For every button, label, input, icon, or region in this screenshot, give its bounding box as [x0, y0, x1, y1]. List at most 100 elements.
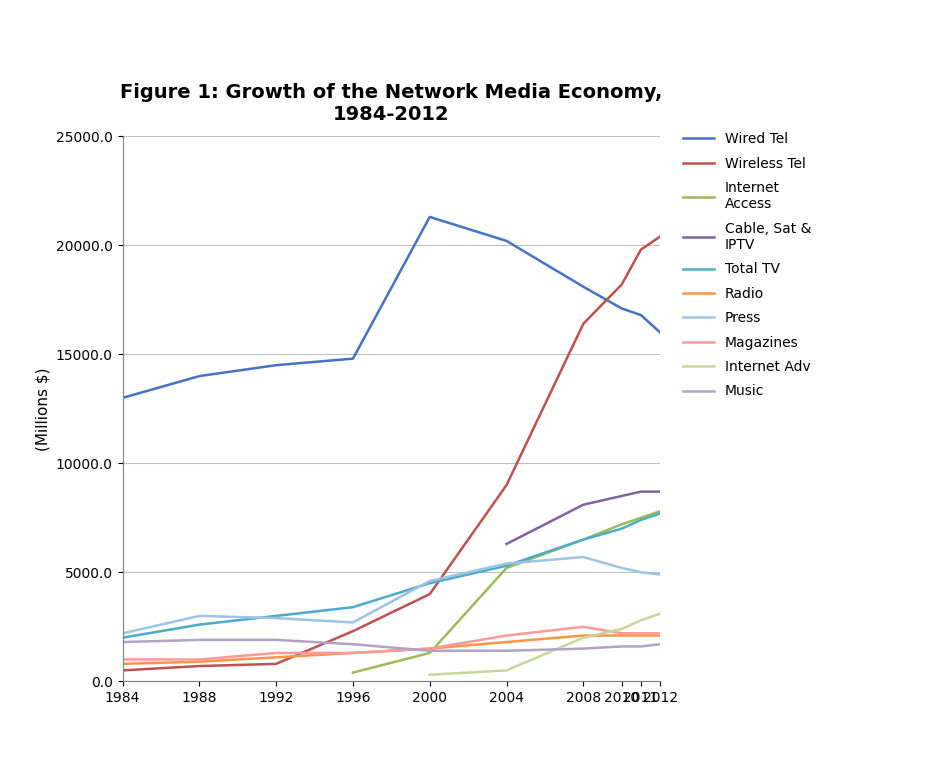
- Total TV: [578, 535, 589, 544]
- Press: [271, 613, 282, 622]
- Magazines: [193, 655, 205, 664]
- Radio: [636, 631, 647, 640]
- Wireless Tel: [424, 590, 436, 599]
- Total TV: [616, 524, 627, 533]
- Magazines: [616, 629, 627, 638]
- Line: Internet Adv: Internet Adv: [430, 614, 660, 674]
- Radio: [193, 657, 205, 666]
- Total TV: [271, 612, 282, 621]
- Radio: [424, 644, 436, 653]
- Line: Music: Music: [123, 640, 660, 651]
- Magazines: [654, 629, 666, 638]
- Radio: [271, 653, 282, 662]
- Wireless Tel: [193, 662, 205, 671]
- Magazines: [424, 644, 436, 653]
- Press: [501, 559, 512, 568]
- Radio: [578, 631, 589, 640]
- Total TV: [193, 620, 205, 629]
- Internet
Access: [501, 563, 512, 572]
- Internet
Access: [654, 506, 666, 516]
- Radio: [117, 659, 128, 668]
- Wireless Tel: [271, 659, 282, 668]
- Music: [616, 642, 627, 651]
- Line: Wireless Tel: Wireless Tel: [123, 236, 660, 671]
- Internet
Access: [578, 535, 589, 544]
- Title: Figure 1: Growth of the Network Media Economy,
1984-2012: Figure 1: Growth of the Network Media Ec…: [120, 83, 663, 123]
- Press: [636, 568, 647, 577]
- Internet Adv: [424, 670, 436, 679]
- Total TV: [501, 561, 512, 570]
- Internet
Access: [347, 668, 358, 677]
- Magazines: [501, 631, 512, 640]
- Internet Adv: [578, 633, 589, 642]
- Music: [347, 640, 358, 649]
- Music: [654, 640, 666, 649]
- Cable, Sat &
IPTV: [578, 500, 589, 509]
- Music: [578, 644, 589, 653]
- Line: Internet
Access: Internet Access: [353, 511, 660, 672]
- Magazines: [636, 629, 647, 638]
- Press: [193, 612, 205, 621]
- Magazines: [271, 649, 282, 658]
- Line: Wired Tel: Wired Tel: [123, 217, 660, 398]
- Magazines: [578, 622, 589, 631]
- Line: Radio: Radio: [123, 636, 660, 664]
- Total TV: [347, 603, 358, 612]
- Total TV: [636, 516, 647, 525]
- Internet Adv: [654, 609, 666, 618]
- Radio: [501, 637, 512, 646]
- Press: [654, 570, 666, 579]
- Wired Tel: [636, 310, 647, 319]
- Internet
Access: [616, 520, 627, 529]
- Radio: [616, 631, 627, 640]
- Line: Total TV: Total TV: [123, 513, 660, 637]
- Press: [424, 577, 436, 586]
- Wired Tel: [616, 304, 627, 313]
- Wired Tel: [193, 372, 205, 381]
- Wired Tel: [271, 360, 282, 369]
- Wireless Tel: [117, 666, 128, 675]
- Internet Adv: [636, 615, 647, 625]
- Radio: [347, 649, 358, 658]
- Wired Tel: [117, 394, 128, 403]
- Internet
Access: [424, 649, 436, 658]
- Press: [347, 618, 358, 627]
- Press: [616, 563, 627, 572]
- Cable, Sat &
IPTV: [654, 487, 666, 496]
- Wired Tel: [347, 354, 358, 363]
- Music: [271, 635, 282, 644]
- Press: [578, 553, 589, 562]
- Internet Adv: [616, 625, 627, 634]
- Radio: [654, 631, 666, 640]
- Line: Cable, Sat &
IPTV: Cable, Sat & IPTV: [506, 491, 660, 544]
- Wired Tel: [578, 282, 589, 291]
- Internet
Access: [636, 513, 647, 522]
- Line: Magazines: Magazines: [123, 627, 660, 659]
- Wireless Tel: [578, 319, 589, 329]
- Total TV: [117, 633, 128, 642]
- Cable, Sat &
IPTV: [636, 487, 647, 496]
- Music: [501, 646, 512, 656]
- Music: [117, 637, 128, 646]
- Total TV: [654, 509, 666, 518]
- Wireless Tel: [501, 481, 512, 490]
- Wireless Tel: [654, 232, 666, 241]
- Line: Press: Press: [123, 557, 660, 634]
- Music: [424, 646, 436, 656]
- Press: [117, 629, 128, 638]
- Wired Tel: [424, 213, 436, 222]
- Music: [636, 642, 647, 651]
- Wireless Tel: [347, 627, 358, 636]
- Wired Tel: [654, 328, 666, 337]
- Y-axis label: (Millions $): (Millions $): [35, 367, 50, 450]
- Cable, Sat &
IPTV: [616, 491, 627, 500]
- Wireless Tel: [636, 245, 647, 254]
- Total TV: [424, 578, 436, 587]
- Music: [193, 635, 205, 644]
- Internet Adv: [501, 666, 512, 675]
- Magazines: [347, 649, 358, 658]
- Cable, Sat &
IPTV: [501, 540, 512, 549]
- Legend: Wired Tel, Wireless Tel, Internet
Access, Cable, Sat &
IPTV, Total TV, Radio, Pr: Wired Tel, Wireless Tel, Internet Access…: [683, 132, 811, 398]
- Wired Tel: [501, 236, 512, 245]
- Magazines: [117, 655, 128, 664]
